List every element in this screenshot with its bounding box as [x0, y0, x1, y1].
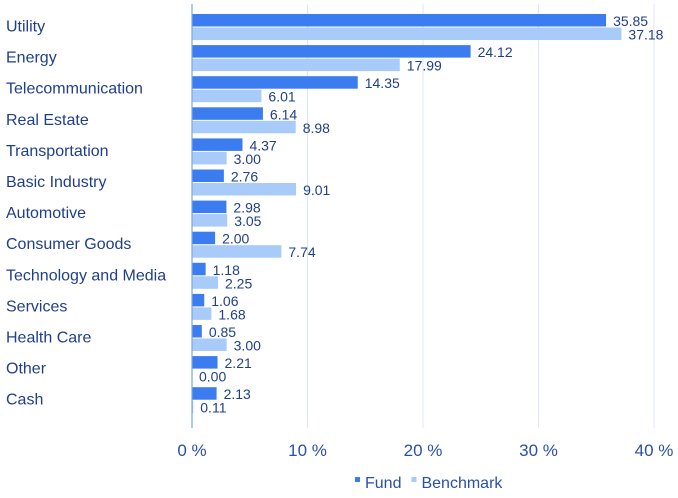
data-label: 2.13	[224, 386, 251, 402]
fund-bar	[192, 356, 218, 369]
legend-label: Benchmark	[421, 475, 503, 492]
x-axis-ticks: 0 % 10 % 20 % 30 % 40 %	[177, 441, 673, 460]
benchmark-bar	[192, 151, 227, 165]
fund-bar	[192, 45, 471, 58]
category-label: Utility	[6, 19, 45, 36]
data-label: 2.76	[231, 169, 258, 185]
fund-bar	[192, 200, 227, 214]
x-tick-label: 0 %	[177, 441, 206, 460]
category-label: Automotive	[6, 205, 86, 222]
benchmark-bar	[192, 183, 297, 196]
data-label: 2.00	[222, 231, 249, 247]
category-label: Cash	[6, 392, 43, 409]
data-label: 0.11	[200, 400, 226, 416]
x-tick-label: 10 %	[288, 441, 327, 460]
fund-bar	[192, 231, 216, 245]
benchmark-bar	[192, 89, 262, 103]
benchmark-bar	[192, 276, 218, 289]
data-label: 3.05	[234, 213, 261, 229]
data-label: 3.00	[234, 151, 261, 167]
category-label: Health Care	[6, 330, 91, 347]
data-label: 2.98	[233, 200, 260, 216]
data-label: 37.18	[628, 27, 663, 43]
category-label: Basic Industry	[6, 174, 106, 191]
legend-label: Fund	[365, 475, 401, 492]
fund-bar	[192, 387, 217, 400]
data-label: 1.06	[211, 293, 238, 309]
benchmark-bar	[192, 338, 227, 351]
x-tick-label: 30 %	[519, 441, 558, 460]
category-label: Technology and Media	[6, 267, 166, 284]
legend-swatch	[355, 477, 360, 482]
fund-bar	[192, 325, 202, 338]
benchmark-bar	[192, 214, 228, 227]
data-label: 6.01	[268, 89, 295, 105]
fund-bar	[192, 107, 263, 120]
data-label: 35.85	[613, 13, 648, 29]
legend-swatch	[411, 477, 417, 482]
data-label: 24.12	[478, 44, 513, 60]
benchmark-bar	[192, 27, 622, 40]
data-label: 0.85	[209, 324, 236, 340]
benchmark-bar	[192, 120, 296, 134]
category-label: Transportation	[6, 143, 109, 160]
fund-bar	[192, 169, 224, 182]
data-label: 2.21	[225, 355, 252, 371]
legend: Fund Benchmark	[355, 475, 503, 492]
bars	[192, 14, 622, 414]
fund-bar	[192, 138, 243, 151]
category-label: Real Estate	[6, 112, 89, 129]
benchmark-bar	[192, 58, 400, 72]
data-label: 4.37	[249, 137, 276, 153]
data-label: 1.18	[213, 262, 240, 278]
data-label: 3.00	[234, 338, 261, 354]
data-label: 7.74	[288, 244, 315, 260]
data-label: 8.98	[303, 120, 330, 136]
category-label: Other	[6, 361, 47, 378]
category-label: Energy	[6, 50, 57, 67]
category-label: Consumer Goods	[6, 236, 131, 253]
category-label: Telecommunication	[6, 81, 143, 98]
data-label: 9.01	[303, 182, 330, 198]
category-label: Services	[6, 298, 67, 315]
fund-bar	[192, 262, 206, 276]
benchmark-bar	[192, 400, 194, 414]
x-tick-label: 20 %	[404, 441, 443, 460]
data-label: 17.99	[407, 58, 442, 74]
benchmark-bar	[192, 245, 282, 258]
fund-bar	[192, 293, 205, 307]
fund-bar	[192, 14, 607, 27]
data-label: 0.00	[199, 369, 226, 385]
data-label: 6.14	[270, 106, 297, 122]
gridlines	[307, 4, 655, 428]
data-label: 1.68	[218, 306, 245, 322]
benchmark-bar	[192, 307, 212, 320]
fund-bar	[192, 76, 358, 89]
category-labels: Utility Energy Telecommunication Real Estat…	[6, 19, 166, 409]
x-tick-label: 40 %	[635, 441, 674, 460]
data-label: 2.25	[225, 275, 252, 291]
data-label: 14.35	[365, 75, 400, 91]
